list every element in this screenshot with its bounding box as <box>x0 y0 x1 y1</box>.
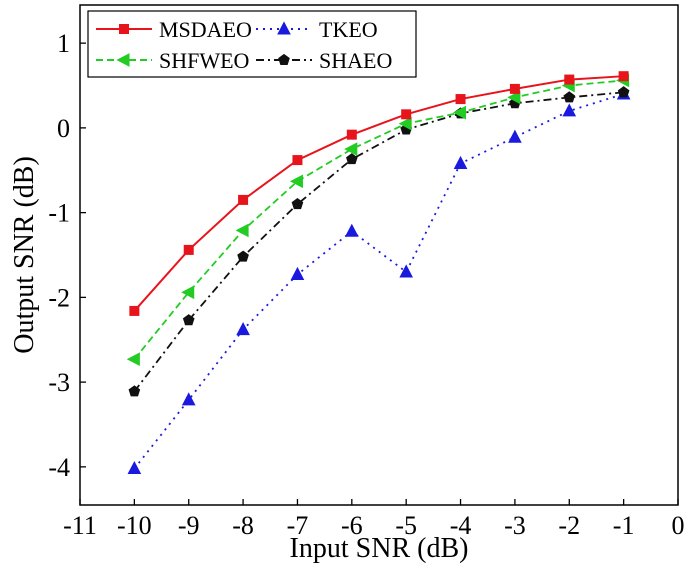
data-point <box>401 109 412 120</box>
plot-area-frame <box>79 4 679 506</box>
data-point <box>345 153 358 165</box>
data-point <box>237 250 249 262</box>
data-point <box>235 223 249 238</box>
x-tick-label: -5 <box>395 511 417 540</box>
x-tick-label: -1 <box>613 511 635 540</box>
data-point <box>182 314 195 326</box>
series-line <box>133 79 624 360</box>
series-line <box>133 91 624 392</box>
data-point <box>399 264 414 278</box>
legend-label: TKEO <box>319 17 378 42</box>
data-point <box>290 266 305 280</box>
series-shfweo <box>126 73 630 367</box>
data-point <box>181 392 196 406</box>
legend-marker <box>116 53 130 67</box>
data-point <box>344 223 359 237</box>
legend-item-msdaeo: MSDAEO <box>96 17 252 42</box>
legend-items: MSDAEO TKEO SHFWEO SHAEO <box>96 17 392 73</box>
data-point <box>183 244 194 255</box>
data-point <box>507 90 521 105</box>
y-tick-label: -1 <box>48 199 70 228</box>
y-tick-label: -3 <box>48 368 70 397</box>
y-tick-label: 1 <box>57 29 70 58</box>
data-point <box>564 74 575 85</box>
x-tick-label: -11 <box>63 511 97 540</box>
series-line <box>133 93 624 470</box>
x-tick-label: -8 <box>232 511 254 540</box>
data-point <box>289 174 303 189</box>
x-tick-label: -7 <box>287 511 309 540</box>
series-layer <box>126 71 631 475</box>
legend-marker <box>277 21 291 35</box>
data-point <box>238 194 249 205</box>
x-tick-label: 0 <box>672 511 685 540</box>
data-point <box>291 198 304 210</box>
legend-item-shaeo: SHAEO <box>256 48 392 73</box>
data-point <box>508 129 522 143</box>
series-msdaeo <box>129 71 629 316</box>
data-point <box>617 86 630 98</box>
data-point <box>455 94 466 105</box>
data-point <box>618 71 629 82</box>
legend-marker <box>278 53 290 65</box>
legend-box <box>87 10 417 78</box>
data-point <box>292 155 303 166</box>
legend-label: SHFWEO <box>159 48 249 73</box>
data-point <box>344 142 358 156</box>
data-point <box>129 305 140 316</box>
ticks-layer: -11 -10 -9 -8 -7 -6 -5 -4 -3 -2 -1 0-4-3-2-101 <box>48 29 684 540</box>
data-point <box>346 129 357 140</box>
x-axis-label: Input SNR (dB) <box>290 533 469 564</box>
legend-label: SHAEO <box>319 48 392 73</box>
y-tick-label: 0 <box>57 114 70 143</box>
legend-marker <box>119 24 129 34</box>
data-point <box>563 91 576 103</box>
data-point <box>509 83 520 94</box>
y-axis-label: Output SNR (dB) <box>9 156 40 354</box>
series-tkeo <box>127 86 631 475</box>
y-tick-label: -2 <box>48 283 70 312</box>
data-point <box>128 385 141 397</box>
x-tick-label: -10 <box>117 511 152 540</box>
y-tick-label: -4 <box>48 453 70 482</box>
series-line <box>133 75 624 312</box>
legend: MSDAEO TKEO SHFWEO SHAEO <box>87 10 417 78</box>
legend-item-tkeo: TKEO <box>256 17 378 42</box>
x-tick-label: -2 <box>558 511 580 540</box>
data-point <box>181 285 195 300</box>
data-point <box>127 460 142 475</box>
x-tick-label: -4 <box>450 511 472 540</box>
x-tick-label: -3 <box>504 511 526 540</box>
data-point <box>398 116 412 131</box>
data-point <box>453 155 468 169</box>
data-point <box>452 105 467 120</box>
data-point <box>236 321 250 336</box>
series-shaeo <box>128 86 630 397</box>
data-point <box>562 103 577 117</box>
legend-label: MSDAEO <box>159 17 252 42</box>
data-point <box>126 352 140 367</box>
x-tick-label: -9 <box>178 511 200 540</box>
legend-item-shfweo: SHFWEO <box>96 48 249 73</box>
x-tick-label: -6 <box>341 511 363 540</box>
